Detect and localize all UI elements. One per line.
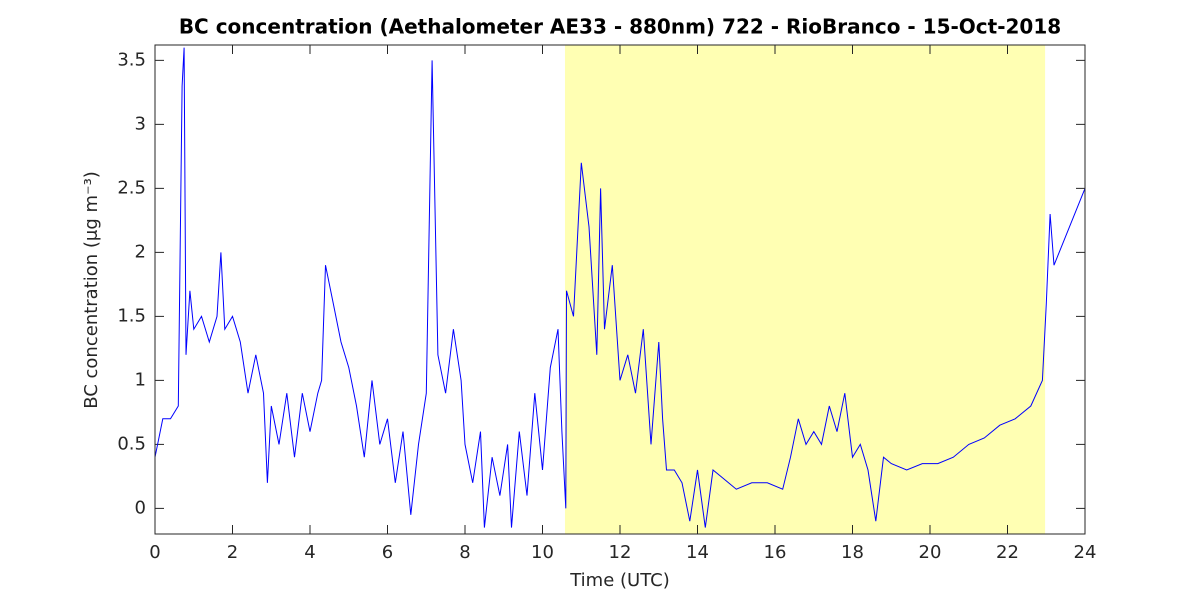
- x-tick-label: 6: [382, 542, 393, 563]
- x-tick-label: 24: [1074, 542, 1097, 563]
- x-tick-label: 10: [531, 542, 554, 563]
- x-tick-label: 4: [304, 542, 315, 563]
- data-line: [155, 47, 1085, 528]
- chart-title: BC concentration (Aethalometer AE33 - 88…: [179, 15, 1061, 39]
- y-tick-label: 1: [135, 369, 146, 390]
- x-axis-label: Time (UTC): [569, 570, 670, 591]
- y-tick-label: 0: [135, 497, 146, 518]
- y-tick-label: 2.5: [117, 177, 146, 198]
- y-axis-label: BC concentration (μg m⁻³): [81, 171, 102, 409]
- x-tick-label: 20: [919, 542, 942, 563]
- highlight-band: [564, 45, 1046, 534]
- x-tick-label: 12: [609, 542, 632, 563]
- x-tick-label: 16: [764, 542, 787, 563]
- x-tick-label: 2: [227, 542, 238, 563]
- x-tick-label: 18: [841, 542, 864, 563]
- x-tick-label: 8: [459, 542, 470, 563]
- y-tick-label: 2: [135, 241, 146, 262]
- x-tick-label: 14: [686, 542, 709, 563]
- y-tick-label: 3.5: [117, 49, 146, 70]
- x-tick-label: 0: [149, 542, 160, 563]
- x-tick-label: 22: [996, 542, 1019, 563]
- y-tick-label: 3: [135, 113, 146, 134]
- plot-frame: [154, 44, 1086, 535]
- y-tick-label: 0.5: [117, 433, 146, 454]
- y-tick-label: 1.5: [117, 305, 146, 326]
